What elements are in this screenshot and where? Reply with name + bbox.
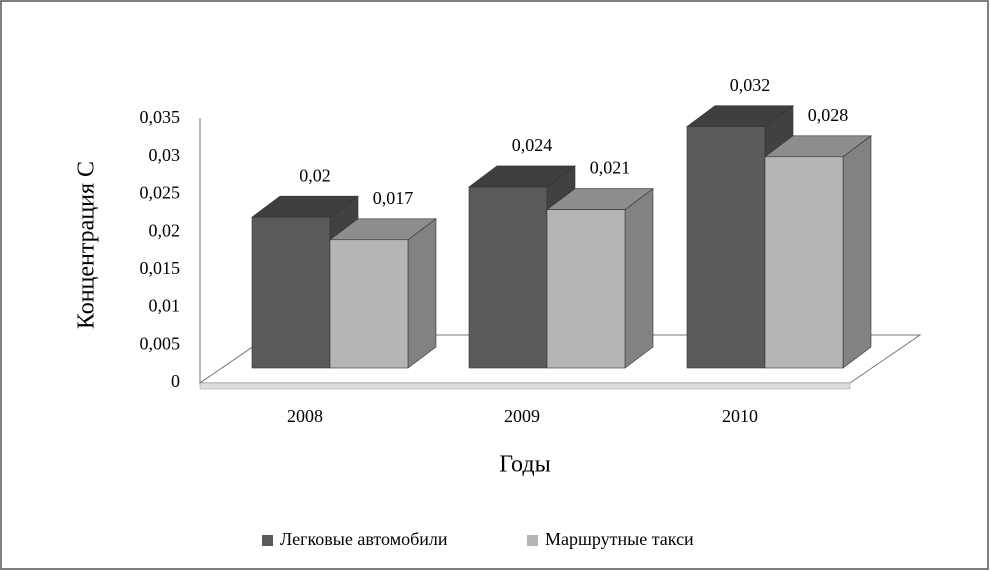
y-tick-label: 0,035 <box>140 107 181 127</box>
bar <box>686 126 766 369</box>
value-label: 0,028 <box>808 105 849 125</box>
value-label: 0,017 <box>373 188 414 208</box>
y-tick-label: 0,025 <box>140 183 181 203</box>
x-tick-label: 2010 <box>722 406 758 426</box>
x-tick-label: 2009 <box>504 406 540 426</box>
y-axis-title: Концентрация С <box>74 161 100 329</box>
legend-label: Легковые автомобили <box>280 529 448 549</box>
bar <box>329 239 409 369</box>
bar-side <box>624 188 654 369</box>
bar <box>468 186 548 369</box>
value-label: 0,02 <box>299 165 331 185</box>
bar-side <box>407 218 437 369</box>
y-tick-label: 0,01 <box>149 296 181 316</box>
floor-edge <box>199 382 851 390</box>
legend-label: Маршрутные такси <box>545 529 694 549</box>
value-label: 0,032 <box>730 75 771 95</box>
y-tick-label: 0,015 <box>140 258 181 278</box>
bar <box>546 209 626 369</box>
value-label: 0,021 <box>590 158 631 178</box>
y-tick-label: 0 <box>171 371 180 391</box>
y-tick-label: 0,03 <box>149 145 181 165</box>
y-tick-label: 0,02 <box>149 220 181 240</box>
y-tick-label: 0,005 <box>140 333 181 353</box>
x-tick-label: 2008 <box>287 406 323 426</box>
bar <box>764 156 844 369</box>
bar <box>251 216 331 369</box>
value-label: 0,024 <box>512 135 553 155</box>
legend-swatch <box>262 535 273 546</box>
bar-side <box>842 135 872 369</box>
legend-swatch <box>527 535 538 546</box>
x-axis-title: Годы <box>499 452 550 478</box>
